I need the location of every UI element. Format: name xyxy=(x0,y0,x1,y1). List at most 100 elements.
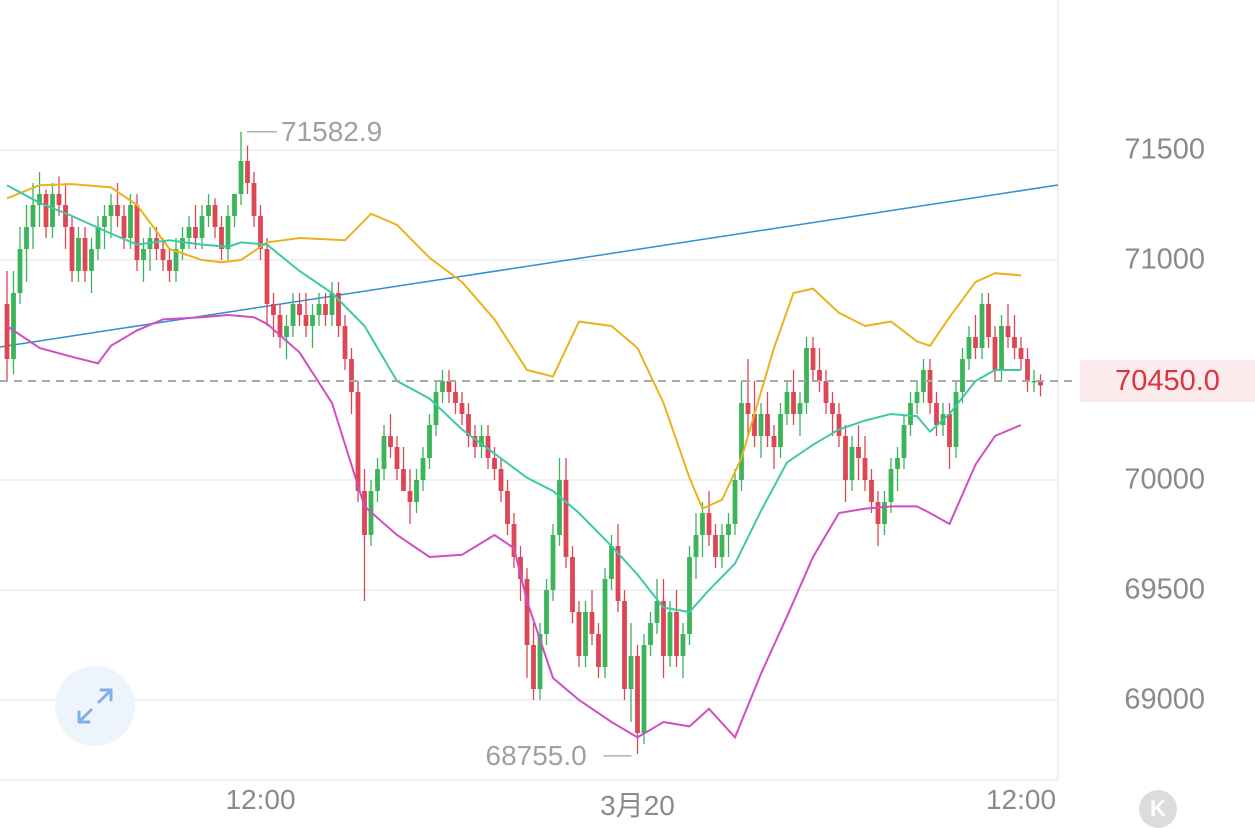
candle-down xyxy=(56,194,62,205)
price-tick-label: 71500 xyxy=(1124,133,1205,166)
candle-up xyxy=(173,249,179,271)
candle-down xyxy=(251,183,257,216)
candle-down xyxy=(615,546,621,601)
candle-down xyxy=(245,161,250,183)
time-tick-label: 3月20 xyxy=(600,790,675,821)
low-price-label: 68755.0 xyxy=(485,739,587,771)
candle-up xyxy=(960,359,965,392)
candle-down xyxy=(713,535,718,557)
candle-up xyxy=(108,205,114,216)
candle-down xyxy=(401,469,406,491)
candle-down xyxy=(531,645,536,689)
candle-down xyxy=(472,436,478,447)
expand-arrows-icon xyxy=(77,688,113,724)
candle-up xyxy=(381,436,387,469)
candle-down xyxy=(342,326,348,359)
candle-down xyxy=(674,612,679,656)
trendline-group xyxy=(0,184,1059,348)
candle-up xyxy=(76,238,81,271)
candle-down xyxy=(661,601,666,656)
candle-up xyxy=(895,458,900,469)
candle-up xyxy=(583,612,588,656)
candle-up xyxy=(609,546,614,579)
candle-down xyxy=(388,436,393,447)
candle-down xyxy=(303,315,309,326)
candle-down xyxy=(817,370,822,381)
candle-up xyxy=(758,414,764,436)
candle-down xyxy=(635,656,640,733)
candle-up xyxy=(180,238,185,249)
candle-down xyxy=(973,337,978,348)
candle-up xyxy=(544,590,549,634)
candle-down xyxy=(154,238,159,249)
fullscreen-button[interactable] xyxy=(55,666,135,746)
candle-up xyxy=(953,392,959,447)
candle-up xyxy=(17,249,23,293)
candle-up xyxy=(966,337,972,359)
candle-down xyxy=(115,205,120,216)
price-tick-label: 70000 xyxy=(1124,463,1205,496)
candle-down xyxy=(771,436,777,447)
candle-down xyxy=(706,513,712,535)
candle-up xyxy=(739,403,744,480)
kline-settings-button[interactable]: K xyxy=(1139,790,1177,828)
candle-down xyxy=(485,436,491,458)
candle-down xyxy=(82,238,88,271)
candle-down xyxy=(622,601,627,689)
candles xyxy=(4,131,1043,754)
candle-down xyxy=(875,502,881,524)
candle-up xyxy=(849,447,855,480)
candle-down xyxy=(927,370,933,403)
candle-down xyxy=(1005,326,1011,337)
candle-up xyxy=(888,469,894,502)
bollinger-lower-line xyxy=(6,313,1022,740)
candle-up xyxy=(908,403,913,425)
candle-up xyxy=(979,304,985,348)
candle-down xyxy=(1025,359,1030,381)
candle-down xyxy=(563,480,569,557)
candle-down xyxy=(264,249,270,304)
candle-down xyxy=(947,414,952,447)
candle-down xyxy=(862,458,868,480)
candle-up xyxy=(797,403,803,414)
candle-up xyxy=(784,392,790,414)
candle-down xyxy=(745,403,751,414)
candle-down xyxy=(167,260,172,271)
candle-down xyxy=(752,414,757,436)
current-price-tag[interactable]: 70450.0 xyxy=(1080,360,1255,402)
candle-down xyxy=(258,216,263,249)
time-tick-label: 12:00 xyxy=(225,784,296,815)
candle-up xyxy=(628,656,634,689)
candle-up xyxy=(732,480,738,524)
high-price-label: 71582.9 xyxy=(281,115,383,147)
candle-down xyxy=(362,491,367,535)
candle-down xyxy=(459,403,465,414)
candle-up xyxy=(550,535,556,590)
candle-up xyxy=(316,304,322,315)
candle-up xyxy=(420,458,426,480)
candle-down xyxy=(765,414,770,436)
candle-up xyxy=(602,579,608,667)
candle-up xyxy=(726,524,731,535)
candle-up xyxy=(102,216,107,227)
candle-down xyxy=(1038,381,1043,386)
time-tick-label: 12:00 xyxy=(985,784,1057,815)
candle-down xyxy=(843,436,848,480)
candle-down xyxy=(160,249,166,260)
candle-up xyxy=(778,414,783,447)
candle-down xyxy=(63,205,68,227)
candle-down xyxy=(212,205,218,227)
candle-down xyxy=(121,216,127,238)
k-icon: K xyxy=(1150,796,1166,821)
candle-down xyxy=(323,304,328,315)
candle-up xyxy=(199,216,205,238)
candle-up xyxy=(433,392,439,425)
candle-down xyxy=(43,194,49,227)
candle-down xyxy=(992,337,998,370)
candle-up xyxy=(914,392,920,403)
candle-down xyxy=(498,469,504,491)
candle-up xyxy=(414,480,419,502)
candle-down xyxy=(394,447,400,469)
